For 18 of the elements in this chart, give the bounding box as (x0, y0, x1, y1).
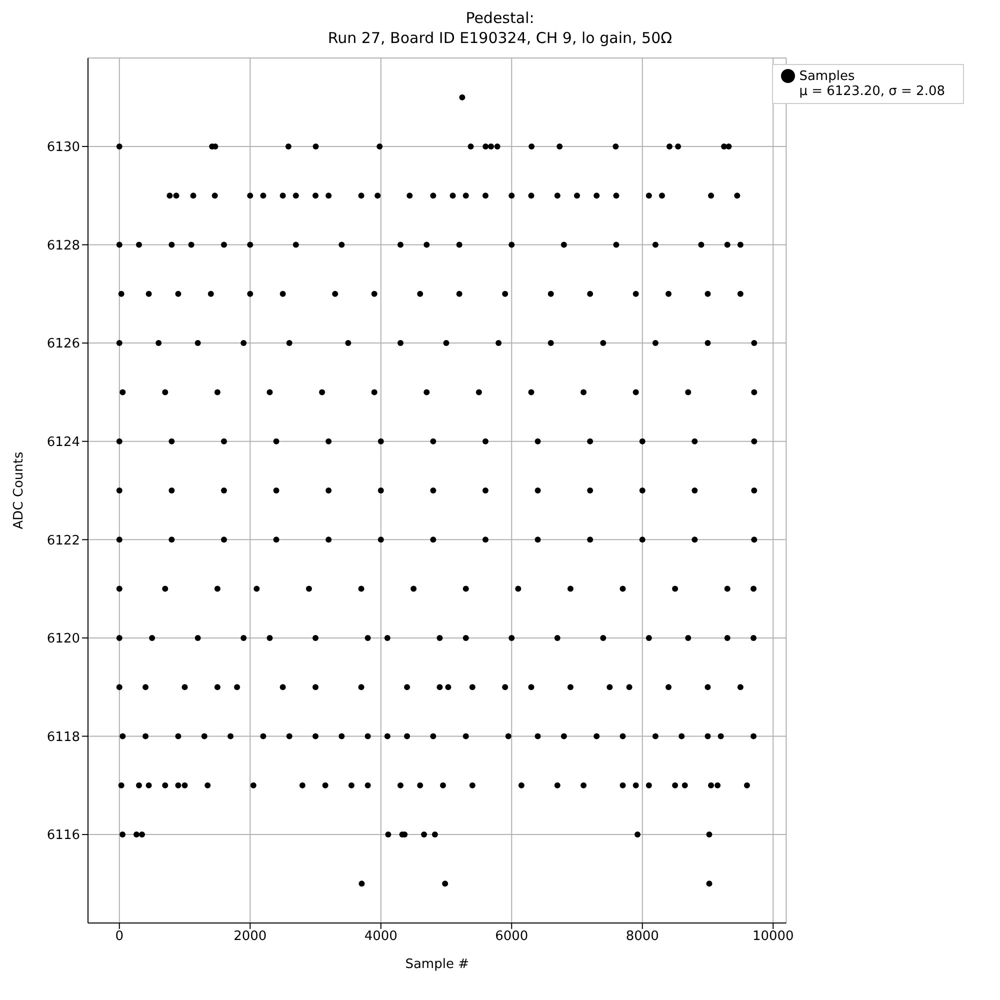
x-axis-title: Sample # (405, 957, 469, 972)
x-tick-label: 10000 (752, 929, 794, 944)
x-tick-label: 8000 (626, 929, 659, 944)
y-axis-title: ADC Counts (12, 452, 27, 530)
legend-label: Samples μ = 6123.20, σ = 2.08 (799, 69, 945, 99)
x-tick-label: 2000 (234, 929, 267, 944)
y-tick-label: 6116 (46, 828, 80, 844)
chart-title: Pedestal: Run 27, Board ID E190324, CH 9, lo gain, 50Ω (326, 8, 674, 48)
y-tick-label: 6120 (46, 632, 80, 647)
x-tick-label: 6000 (495, 929, 528, 944)
y-tick-label: 6124 (46, 434, 80, 450)
x-tick-label: 4000 (364, 929, 398, 944)
y-tick-label: 6122 (46, 533, 80, 548)
y-tick-label: 6130 (46, 140, 80, 156)
y-tick-label: 6128 (46, 238, 80, 254)
x-tick-label: 0 (115, 929, 124, 944)
y-tick-label: 6118 (46, 730, 80, 745)
y-tick-label: 6126 (46, 336, 80, 352)
